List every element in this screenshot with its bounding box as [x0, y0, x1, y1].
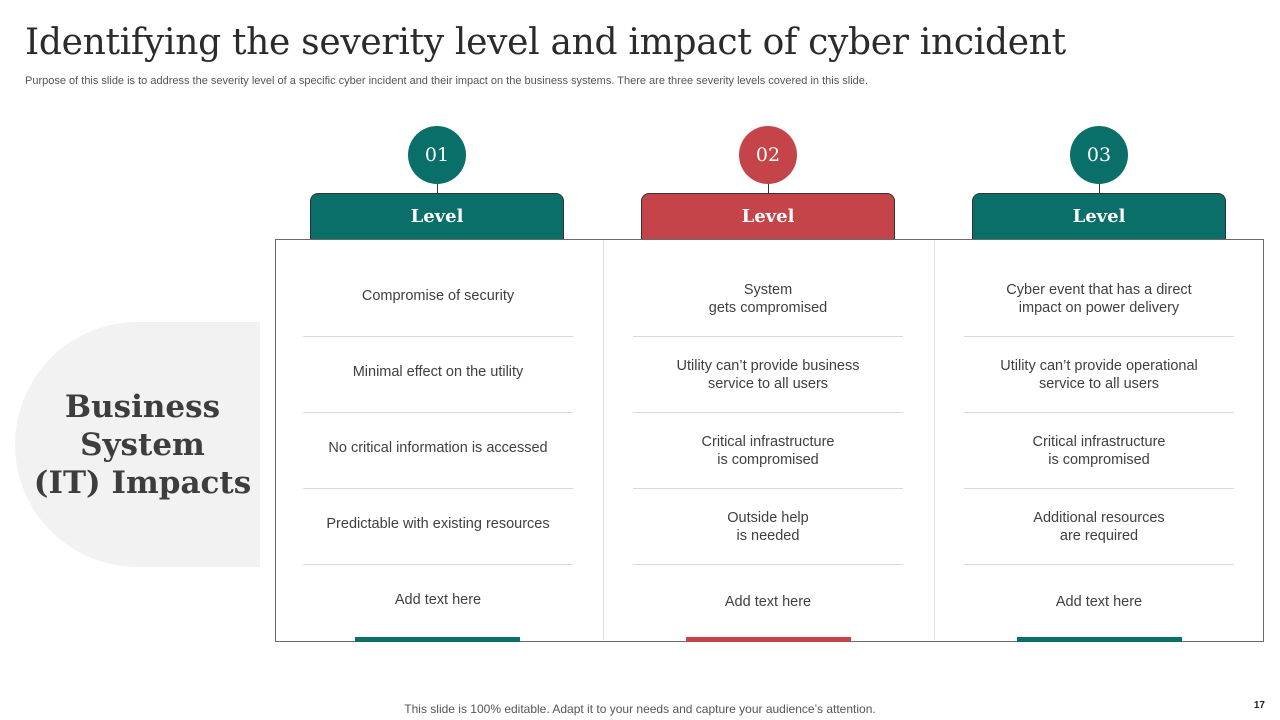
row-separator — [303, 564, 573, 565]
impact-table-frame — [275, 239, 1264, 642]
level-2-header-tab: Level — [641, 193, 895, 239]
row-separator — [964, 564, 1234, 565]
level-2-number-badge: 02 — [739, 126, 797, 184]
page-number: 17 — [1253, 700, 1265, 711]
level-1-item: Predictable with existing resources — [326, 516, 550, 532]
footer-note: This slide is 100% editable. Adapt it to… — [404, 702, 876, 716]
level-1-item: Minimal effect on the utility — [352, 364, 524, 380]
level-2-connector — [768, 184, 769, 194]
side-panel-label: Business System (IT) Impacts — [33, 388, 252, 501]
row-separator — [303, 412, 573, 413]
level-3-item: Add text here — [1055, 594, 1143, 610]
level-1-header-tab: Level — [310, 193, 564, 239]
row-separator — [964, 412, 1234, 413]
level-3-header-tab: Level — [972, 193, 1226, 239]
level-1-number-badge: 01 — [408, 126, 466, 184]
level-1-accent-bar — [355, 637, 520, 642]
row-separator — [303, 336, 573, 337]
level-2-item: Outside help is needed — [727, 510, 809, 544]
level-3-item: Cyber event that has a direct impact on … — [1006, 282, 1192, 316]
row-separator — [964, 336, 1234, 337]
level-1-item: No critical information is accessed — [328, 440, 548, 456]
level-1-item: Add text here — [394, 592, 482, 608]
level-3-connector — [1099, 184, 1100, 194]
row-separator — [964, 488, 1234, 489]
level-2-item: Add text here — [724, 594, 812, 610]
level-2-accent-bar — [686, 637, 851, 642]
level-2-item: Utility can’t provide business service t… — [676, 358, 860, 392]
column-divider — [603, 240, 604, 640]
row-separator — [303, 488, 573, 489]
level-3-accent-bar — [1017, 637, 1182, 642]
column-divider — [934, 240, 935, 640]
level-3-number-badge: 03 — [1070, 126, 1128, 184]
level-3-item: Additional resources are required — [1033, 510, 1165, 544]
level-2-item: Critical infrastructure is compromised — [701, 434, 835, 468]
level-3-item: Utility can’t provide operational servic… — [1000, 358, 1198, 392]
row-separator — [633, 336, 903, 337]
slide-title: Identifying the severity level and impac… — [25, 22, 1066, 63]
side-panel-shape — [15, 322, 260, 567]
level-1-connector — [437, 184, 438, 194]
row-separator — [633, 564, 903, 565]
row-separator — [633, 412, 903, 413]
level-1-item: Compromise of security — [361, 288, 515, 304]
level-3-item: Critical infrastructure is compromised — [1032, 434, 1166, 468]
level-2-item: System gets compromised — [708, 282, 828, 316]
slide-subtitle: Purpose of this slide is to address the … — [25, 75, 868, 87]
row-separator — [633, 488, 903, 489]
